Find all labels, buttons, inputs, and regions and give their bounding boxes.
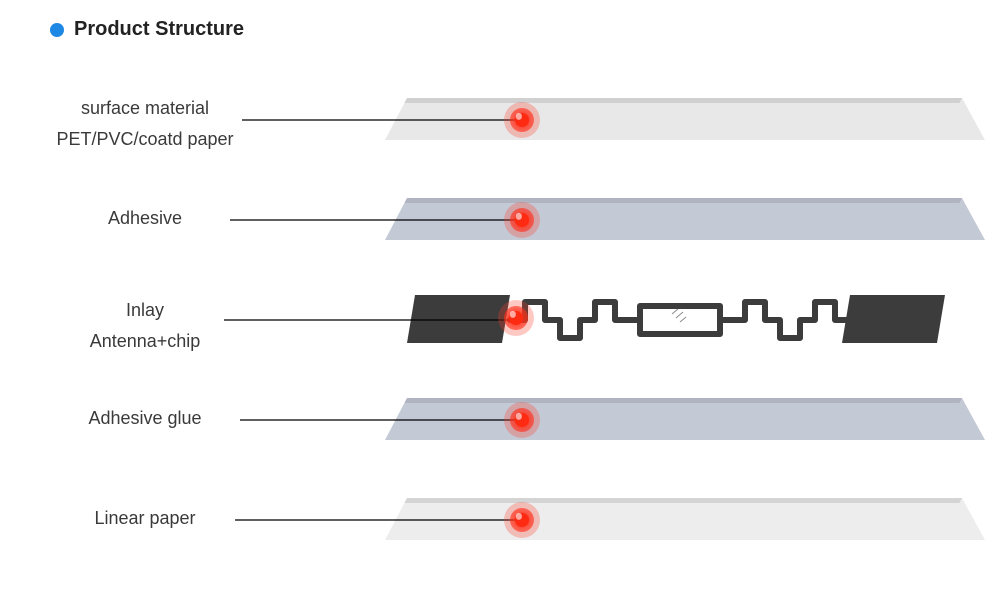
rfid-antenna-icon (407, 295, 945, 343)
layer-label-line1: Inlay (35, 300, 255, 321)
layer-label-line1: Adhesive (35, 208, 255, 229)
layer-marker-adhesive1 (504, 202, 540, 238)
layer-marker-liner (504, 502, 540, 538)
layer-label-line1: surface material (35, 98, 255, 119)
layer-marker-adhesive2 (504, 402, 540, 438)
layer-strip-adhesive1 (385, 198, 985, 240)
layer-marker-surface (504, 102, 540, 138)
layer-label-inlay: Inlay Antenna+chip (35, 300, 255, 352)
layer-marker-inlay (498, 300, 534, 336)
layer-label-line1: Linear paper (35, 508, 255, 529)
layer-strip-shadow-adhesive2 (404, 398, 962, 403)
layer-strip-shadow-adhesive1 (404, 198, 962, 203)
layer-label-line2: Antenna+chip (35, 331, 255, 352)
layer-strip-adhesive2 (385, 398, 985, 440)
layer-label-adhesive1: Adhesive (35, 208, 255, 229)
layer-label-liner: Linear paper (35, 508, 255, 529)
layer-strip-shadow-liner (404, 498, 962, 503)
layer-label-line2: PET/PVC/coatd paper (35, 129, 255, 150)
layer-strip-liner (385, 498, 985, 540)
layer-strip-surface (385, 98, 985, 140)
layer-label-adhesive2: Adhesive glue (35, 408, 255, 429)
layer-label-surface: surface material PET/PVC/coatd paper (35, 98, 255, 150)
layer-label-line1: Adhesive glue (35, 408, 255, 429)
layer-strip-shadow-surface (404, 98, 962, 103)
